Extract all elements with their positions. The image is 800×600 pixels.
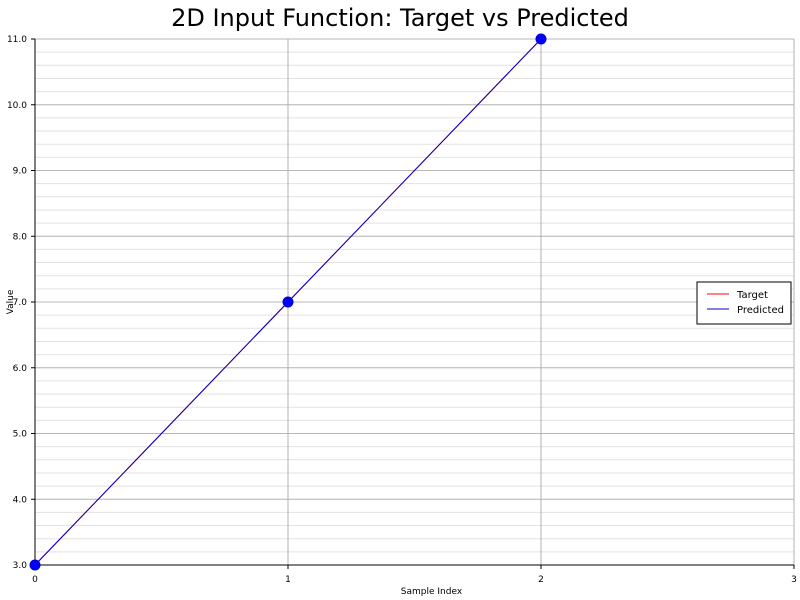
y-tick-label: 7.0 (13, 298, 28, 308)
y-tick-label: 3.0 (13, 561, 28, 571)
x-tick-label: 0 (32, 575, 38, 585)
y-axis-label: Value (6, 289, 16, 314)
y-tick-label: 9.0 (13, 167, 28, 177)
y-tick-label: 8.0 (13, 232, 28, 242)
x-tick-label: 3 (791, 575, 797, 585)
y-tick-label: 11.0 (7, 35, 27, 45)
x-axis-label: Sample Index (401, 587, 463, 597)
legend-box (696, 281, 792, 325)
x-tick-label: 2 (538, 575, 544, 585)
data-point (282, 296, 294, 308)
y-tick-label: 6.0 (13, 364, 28, 374)
data-point (29, 559, 41, 571)
y-tick-label: 10.0 (7, 101, 27, 111)
y-tick-label: 5.0 (13, 430, 28, 440)
chart-title: 2D Input Function: Target vs Predicted (171, 4, 629, 32)
data-point (535, 33, 547, 45)
legend-label: Target (736, 290, 768, 301)
legend: Target Predicted (696, 281, 792, 325)
y-tick-label: 4.0 (13, 495, 28, 505)
legend-label: Predicted (737, 305, 784, 316)
x-tick-label: 1 (285, 575, 291, 585)
